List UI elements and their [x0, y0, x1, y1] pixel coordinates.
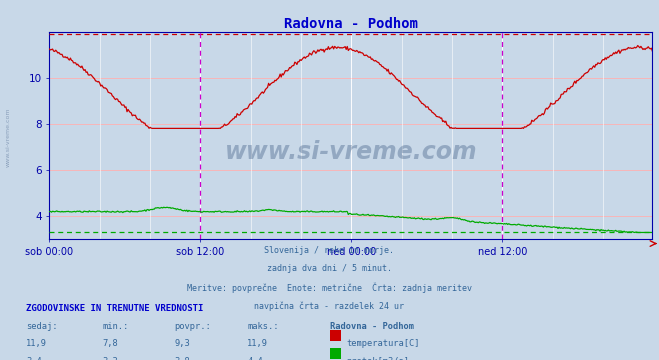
Text: 7,8: 7,8	[102, 339, 118, 348]
Text: www.si-vreme.com: www.si-vreme.com	[225, 140, 477, 165]
Text: 11,9: 11,9	[26, 339, 47, 348]
Text: 3,8: 3,8	[175, 357, 190, 360]
Text: temperatura[C]: temperatura[C]	[346, 339, 420, 348]
Text: Slovenija / reke in morje.: Slovenija / reke in morje.	[264, 246, 395, 255]
Text: sedaj:: sedaj:	[26, 322, 58, 331]
Text: 11,9: 11,9	[247, 339, 268, 348]
Text: 3,4: 3,4	[26, 357, 42, 360]
Title: Radovna - Podhom: Radovna - Podhom	[284, 17, 418, 31]
Text: Radovna - Podhom: Radovna - Podhom	[330, 322, 413, 331]
Text: 3,3: 3,3	[102, 357, 118, 360]
Text: povpr.:: povpr.:	[175, 322, 212, 331]
Text: pretok[m3/s]: pretok[m3/s]	[346, 357, 409, 360]
Text: Meritve: povprečne  Enote: metrične  Črta: zadnja meritev: Meritve: povprečne Enote: metrične Črta:…	[187, 283, 472, 293]
Text: maks.:: maks.:	[247, 322, 279, 331]
Text: www.si-vreme.com: www.si-vreme.com	[5, 107, 11, 167]
Text: navpična črta - razdelek 24 ur: navpična črta - razdelek 24 ur	[254, 302, 405, 311]
Text: zadnja dva dni / 5 minut.: zadnja dva dni / 5 minut.	[267, 264, 392, 273]
Text: 4,4: 4,4	[247, 357, 263, 360]
Text: ZGODOVINSKE IN TRENUTNE VREDNOSTI: ZGODOVINSKE IN TRENUTNE VREDNOSTI	[26, 304, 204, 313]
Text: 9,3: 9,3	[175, 339, 190, 348]
Text: min.:: min.:	[102, 322, 129, 331]
